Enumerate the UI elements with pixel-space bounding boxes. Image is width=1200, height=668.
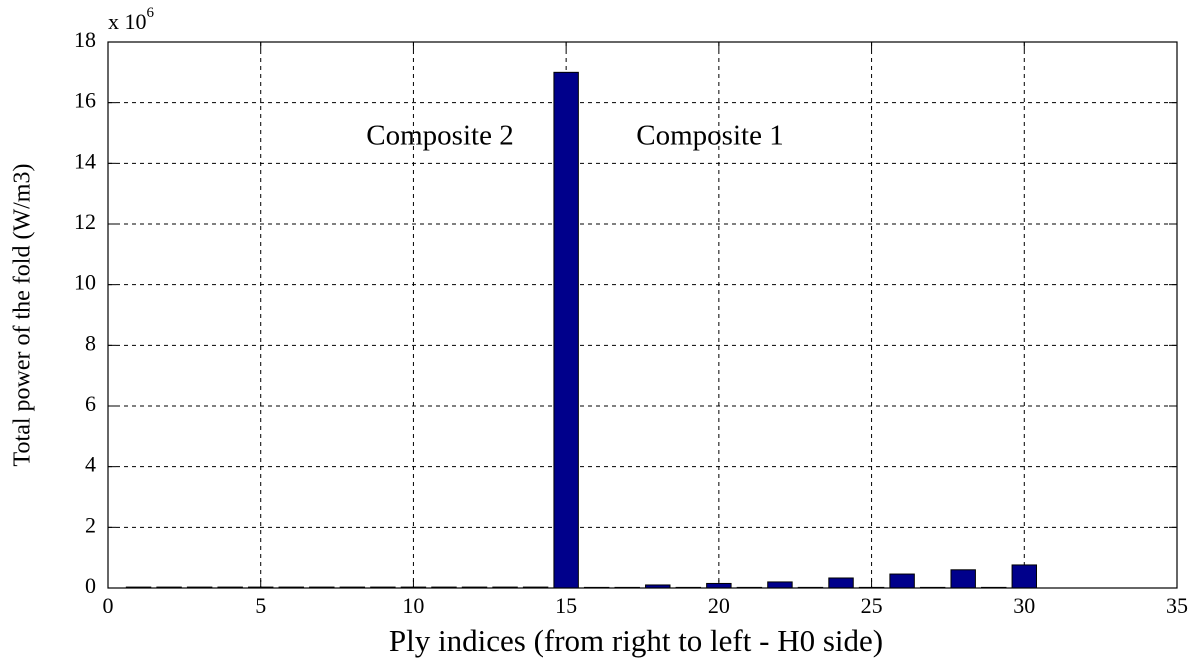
- x-tick-label: 0: [103, 593, 114, 618]
- bar: [767, 581, 793, 589]
- y-tick-label: 8: [85, 330, 96, 355]
- bar: [828, 577, 854, 589]
- y-tick-label: 12: [74, 209, 96, 234]
- y-tick-label: 16: [74, 88, 96, 113]
- bar: [1011, 564, 1038, 589]
- x-tick-label: 20: [708, 593, 730, 618]
- y-tick-label: 14: [74, 148, 96, 173]
- y-tick-label: 10: [74, 270, 96, 295]
- annotation: Composite 2: [366, 120, 513, 152]
- x-tick-label: 5: [255, 593, 266, 618]
- plot-frame: [107, 41, 1178, 589]
- x-tick-label: 25: [861, 593, 883, 618]
- annotation: Composite 1: [636, 120, 783, 152]
- multiplier-exponent: 6: [147, 5, 155, 21]
- x-tick-label: 35: [1166, 593, 1188, 618]
- y-tick-label: 0: [85, 573, 96, 598]
- bar: [889, 573, 915, 589]
- bar: [553, 71, 579, 589]
- bar: [950, 569, 976, 589]
- x-tick-label: 10: [402, 593, 424, 618]
- y-tick-label: 6: [85, 391, 96, 416]
- y-axis-label: Total power of the fold (W/m3): [10, 164, 36, 467]
- x-tick-label: 30: [1013, 593, 1035, 618]
- y-multiplier: x 106: [108, 5, 155, 34]
- bar: [706, 582, 732, 589]
- y-tick-label: 4: [85, 452, 96, 477]
- x-axis-label: Ply indices (from right to left - H0 sid…: [389, 623, 883, 658]
- y-tick-label: 2: [85, 512, 96, 537]
- y-tick-label: 18: [74, 27, 96, 52]
- x-tick-label: 15: [555, 593, 577, 618]
- multiplier-base: x 10: [108, 9, 147, 34]
